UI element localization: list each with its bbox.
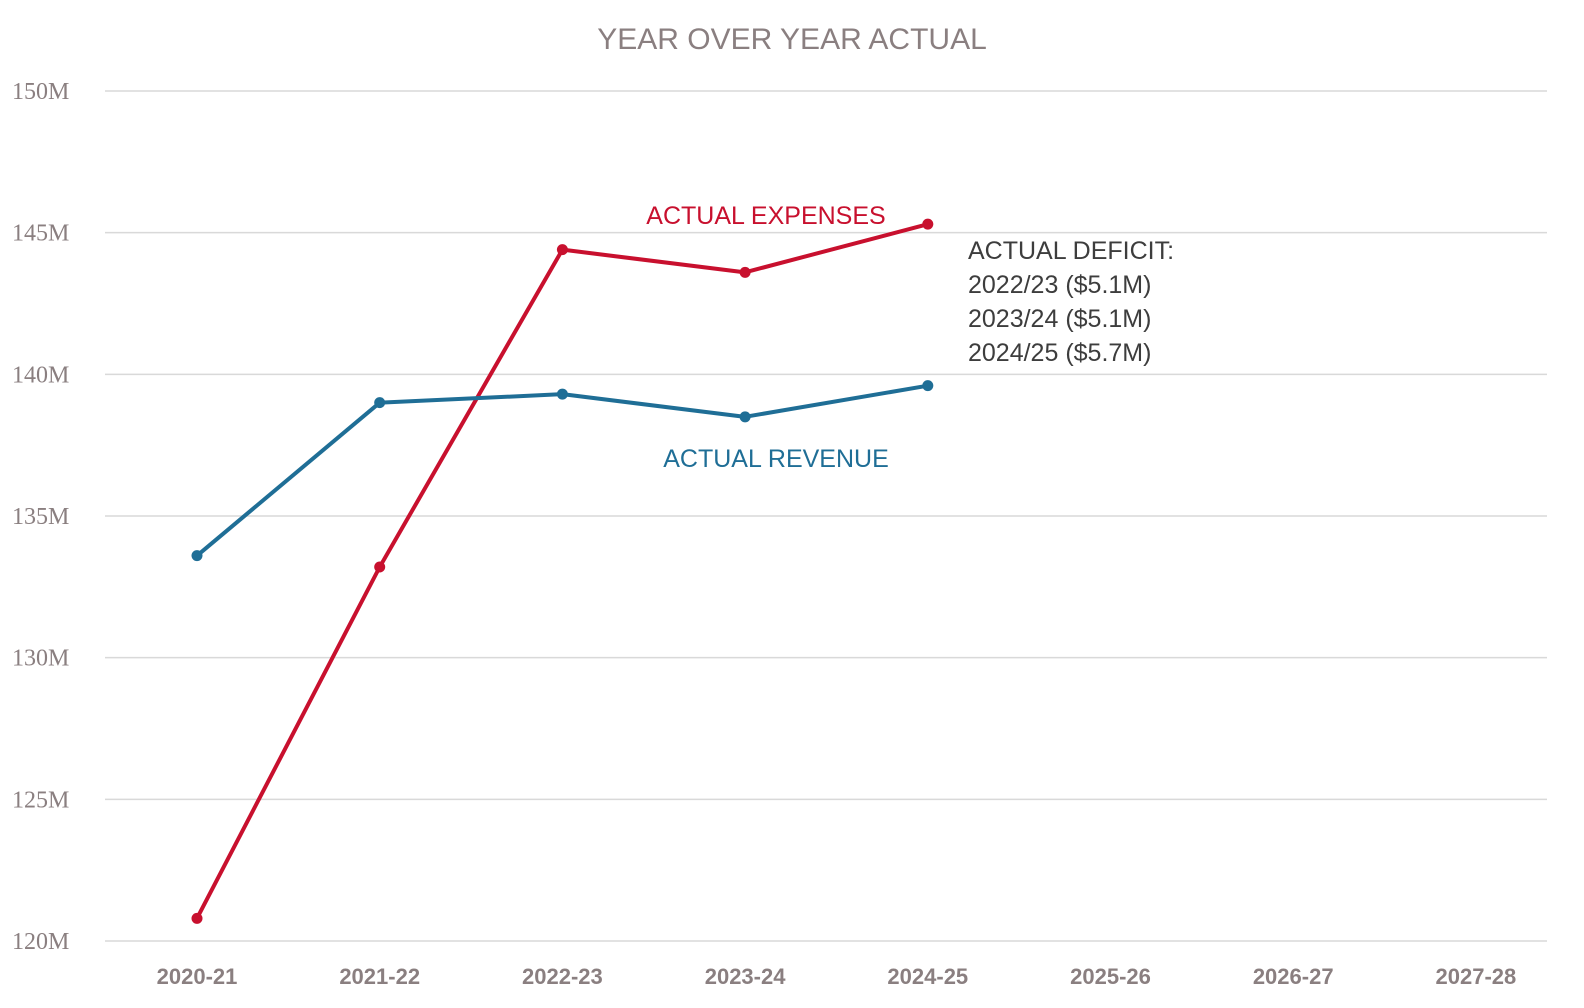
- annotation-line: 2023/24 ($5.1M): [968, 305, 1151, 333]
- data-point: [191, 550, 203, 562]
- y-axis-ticks: 120M 125M 130M 135M 140M 145M 150M: [12, 79, 69, 955]
- y-tick-label: 120M: [12, 929, 69, 955]
- x-tick-label: 2025-26: [1070, 964, 1151, 989]
- x-tick-label: 2021-22: [339, 964, 420, 989]
- grid: [105, 90, 1547, 942]
- data-point: [739, 266, 751, 278]
- data-point: [922, 218, 934, 230]
- y-tick-label: 140M: [12, 362, 69, 388]
- x-tick-label: 2024-25: [887, 964, 968, 989]
- series-points: [191, 218, 934, 924]
- series-line-0: [195, 222, 930, 921]
- data-point: [556, 388, 568, 400]
- data-point: [922, 380, 934, 392]
- annotation-line: 2022/23 ($5.1M): [968, 271, 1151, 299]
- x-axis-ticks: 2020-21 2021-22 2022-23 2023-24 2024-25 2025-…: [157, 964, 1517, 989]
- deficit-annotation: ACTUAL DEFICIT: 2022/23 ($5.1M) 2023/24 …: [968, 237, 1174, 367]
- y-tick-label: 135M: [12, 504, 69, 530]
- annotation-line: ACTUAL DEFICIT:: [968, 237, 1174, 265]
- y-tick-label: 150M: [12, 79, 69, 105]
- data-point: [191, 912, 203, 924]
- x-tick-label: 2026-27: [1253, 964, 1334, 989]
- y-tick-label: 125M: [12, 787, 69, 813]
- x-tick-label: 2027-28: [1436, 964, 1517, 989]
- data-point: [374, 561, 386, 573]
- y-tick-label: 145M: [12, 221, 69, 247]
- x-tick-label: 2023-24: [705, 964, 787, 989]
- data-point: [374, 397, 386, 409]
- series-label-revenue: ACTUAL REVENUE: [663, 445, 889, 473]
- series-label-expenses: ACTUAL EXPENSES: [646, 202, 885, 230]
- y-tick-label: 130M: [12, 646, 69, 672]
- x-tick-label: 2020-21: [157, 964, 238, 989]
- data-point: [739, 411, 751, 423]
- data-point: [556, 244, 568, 256]
- chart-title: YEAR OVER YEAR ACTUAL: [597, 23, 987, 56]
- series-lines: [195, 222, 930, 921]
- annotation-line: 2024/25 ($5.7M): [968, 339, 1151, 367]
- x-tick-label: 2022-23: [522, 964, 603, 989]
